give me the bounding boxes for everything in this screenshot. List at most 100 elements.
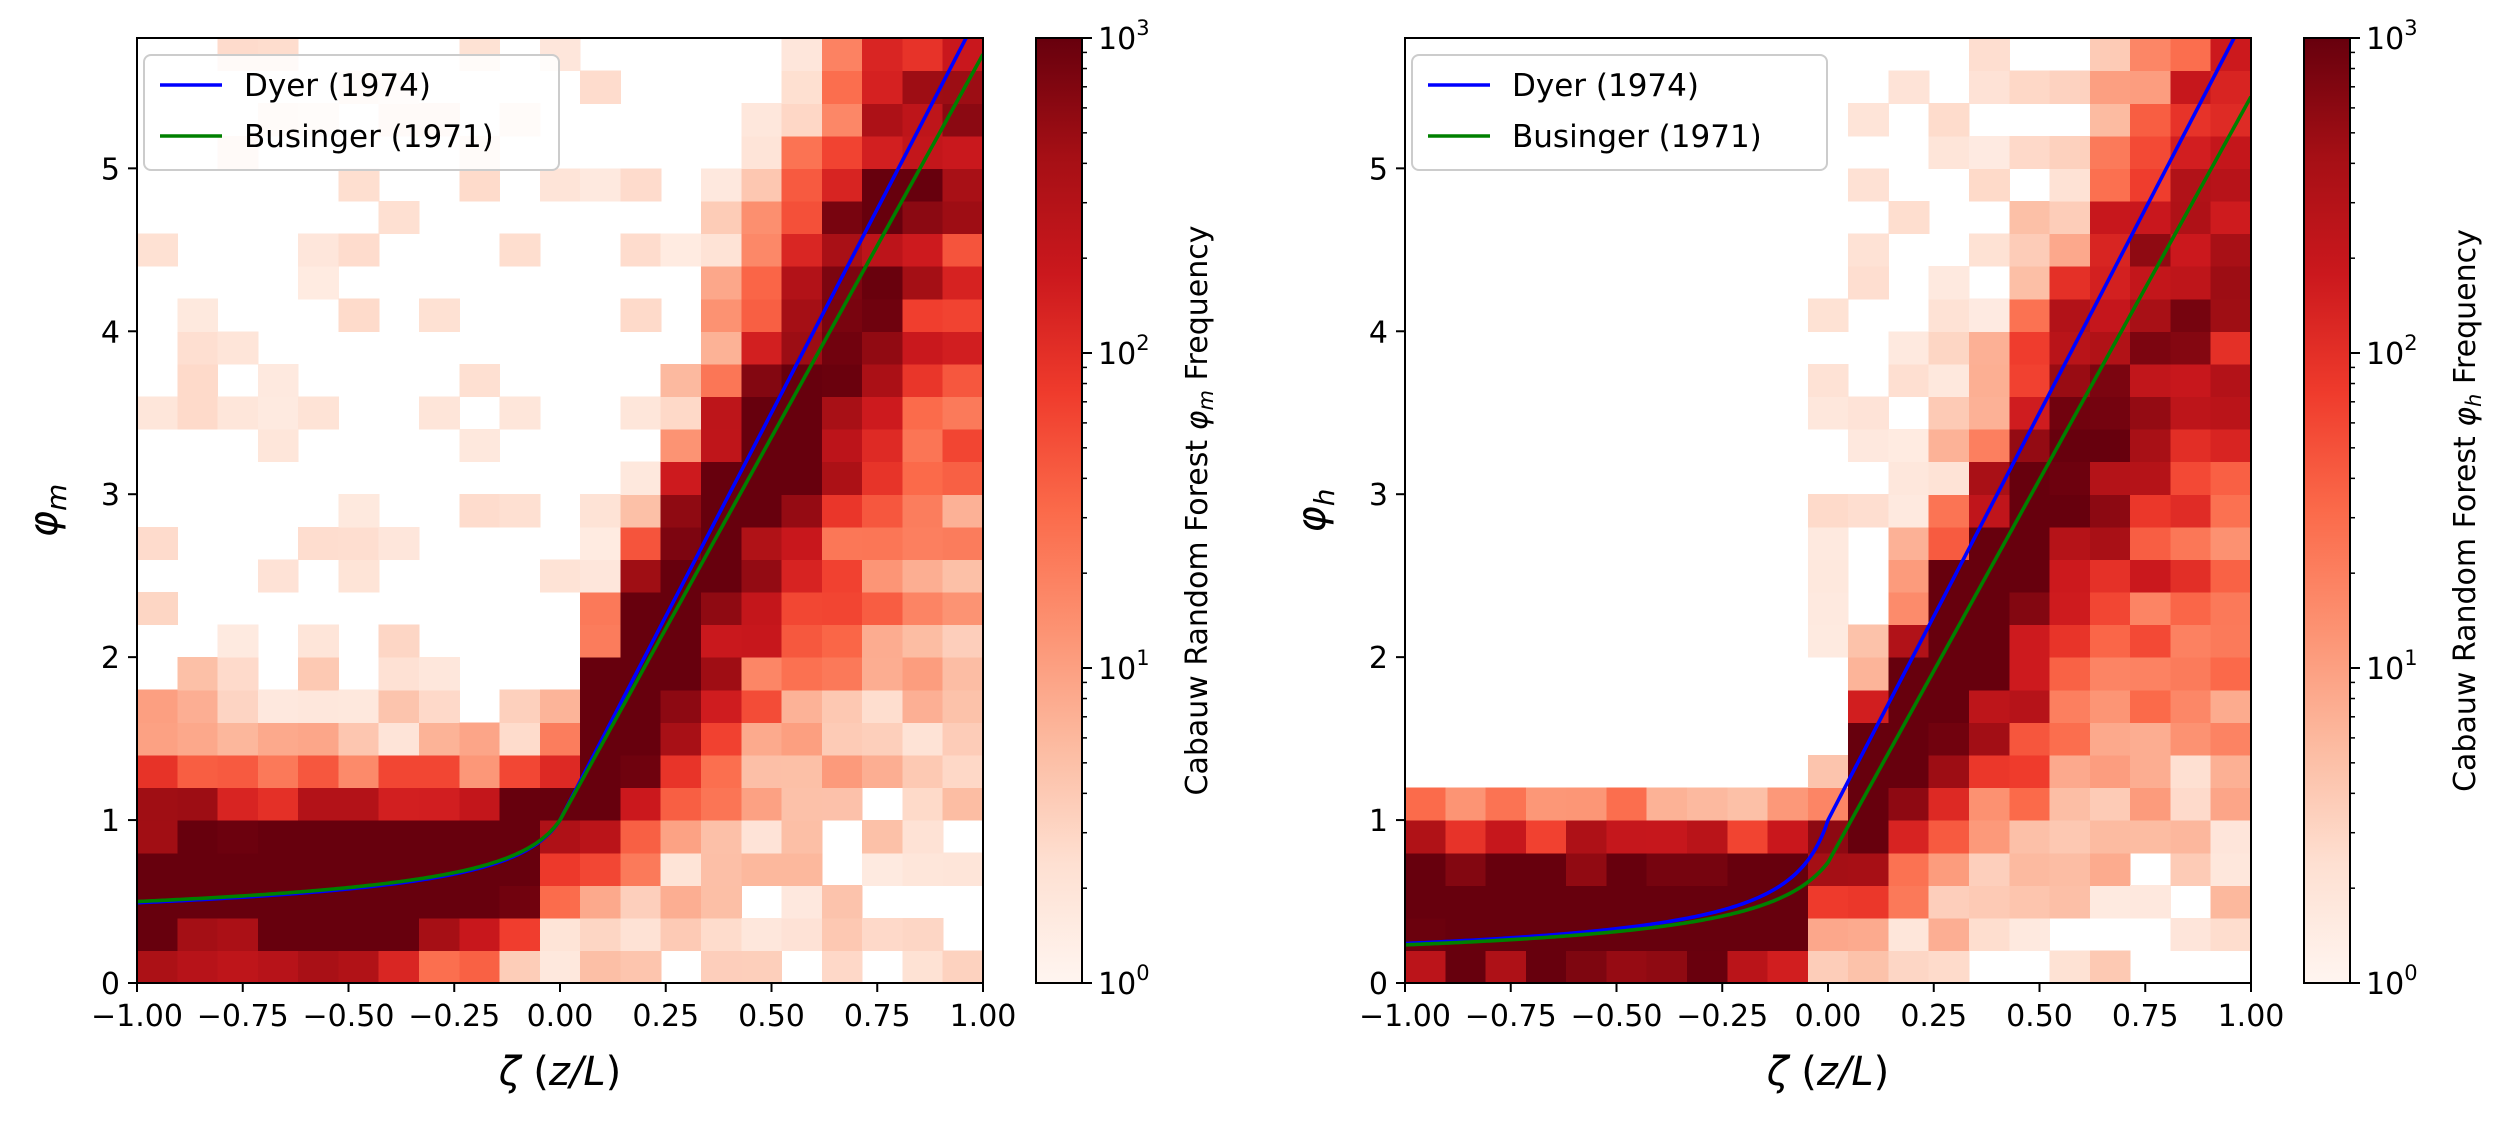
- heatmap-cell: [1928, 266, 1970, 300]
- x-axis-label: ζ (z/L): [1766, 1049, 1889, 1095]
- heatmap-cell: [177, 657, 219, 691]
- heatmap-cell: [2049, 820, 2091, 854]
- heatmap-cell: [338, 689, 380, 723]
- heatmap-cell: [2009, 266, 2051, 300]
- heatmap-cell: [1687, 820, 1728, 854]
- heatmap-cell: [902, 168, 944, 202]
- heatmap-cell: [137, 722, 178, 756]
- heatmap-cell: [539, 885, 581, 919]
- heatmap-cell: [620, 559, 662, 593]
- heatmap-cell: [2210, 200, 2251, 235]
- heatmap-cell: [2089, 429, 2131, 463]
- heatmap-cell: [338, 526, 380, 560]
- heatmap-cell: [1807, 494, 1849, 528]
- heatmap-cell: [1888, 591, 1930, 626]
- heatmap-cell: [1928, 657, 1970, 691]
- y-axis-label: φm: [21, 484, 73, 538]
- heatmap-cell: [2130, 363, 2172, 398]
- heatmap-cell: [419, 754, 460, 789]
- heatmap-cell: [741, 754, 783, 789]
- colorbar: [2303, 37, 2351, 984]
- heatmap-cell: [419, 689, 460, 723]
- x-tick-label: 0.00: [527, 999, 594, 1034]
- heatmap-cell: [580, 591, 622, 626]
- heatmap-cell: [942, 852, 983, 886]
- heatmap-cell: [1727, 787, 1769, 821]
- heatmap-cell: [741, 787, 783, 821]
- heatmap-cell: [1928, 820, 1970, 854]
- heatmap-cell: [499, 754, 541, 789]
- heatmap-cell: [942, 461, 983, 495]
- heatmap-cell: [257, 852, 299, 886]
- heatmap-cell: [821, 591, 863, 626]
- heatmap-cell: [1888, 624, 1930, 658]
- y-tick-label: 3: [101, 478, 120, 513]
- heatmap-cell: [2049, 168, 2091, 202]
- heatmap-cell: [217, 820, 259, 854]
- heatmap-cell: [862, 396, 904, 430]
- heatmap-cell: [741, 494, 783, 528]
- heatmap-cell: [942, 266, 983, 300]
- heatmap-cell: [1606, 885, 1648, 919]
- heatmap-cell: [338, 950, 380, 983]
- series-line-businger: [1405, 95, 2251, 947]
- x-tick-label: −0.50: [1571, 999, 1663, 1034]
- heatmap-cell: [1525, 885, 1567, 919]
- heatmap-cell: [2130, 266, 2172, 300]
- heatmap-cell: [2210, 266, 2251, 300]
- heatmap-cell: [1888, 917, 1930, 952]
- heatmap-cell: [378, 820, 420, 854]
- heatmap-cell: [902, 657, 944, 691]
- heatmap-cell: [217, 852, 259, 886]
- heatmap-cell: [942, 331, 983, 365]
- heatmap-cell: [620, 298, 662, 332]
- heatmap-cell: [1848, 624, 1890, 658]
- heatmap-cell: [2009, 820, 2051, 854]
- heatmap-cell: [1888, 70, 1930, 104]
- heatmap-cell: [1928, 429, 1970, 463]
- heatmap-cell: [620, 917, 662, 952]
- heatmap-cell: [1606, 852, 1648, 886]
- heatmap-cell: [701, 461, 742, 495]
- heatmap-cell: [902, 754, 944, 789]
- heatmap-cell: [378, 754, 420, 789]
- heatmap-cell: [902, 852, 944, 886]
- y-tick-label: 3: [1369, 478, 1388, 513]
- heatmap-cell: [620, 233, 662, 267]
- heatmap-cell: [1727, 950, 1769, 983]
- heatmap-cell: [1807, 950, 1849, 983]
- heatmap-cell: [1405, 885, 1446, 919]
- heatmap-cell: [701, 657, 742, 691]
- heatmap-cell: [1848, 168, 1890, 202]
- heatmap-cell: [2170, 233, 2212, 267]
- heatmap-cell: [1445, 787, 1487, 821]
- heatmap-cell: [781, 917, 823, 952]
- heatmap-cell: [2009, 559, 2051, 593]
- heatmap-cell: [257, 559, 299, 593]
- heatmap-cell: [298, 787, 340, 821]
- legend-label: Businger (1971): [1512, 119, 1762, 155]
- heatmap-cell: [1485, 950, 1527, 983]
- colorbar-tick-label: 101: [1098, 646, 1150, 687]
- heatmap-cell: [862, 70, 904, 104]
- heatmap-cell: [1888, 331, 1930, 365]
- heatmap-cell: [378, 787, 420, 821]
- heatmap-cell: [257, 689, 299, 723]
- heatmap-cell: [660, 363, 702, 398]
- heatmap-cell: [459, 429, 501, 463]
- heatmap-cell: [821, 200, 863, 235]
- heatmap-cell: [539, 168, 581, 202]
- heatmap-cell: [701, 852, 742, 886]
- heatmap-cell: [1807, 363, 1849, 398]
- heatmap-cell: [1405, 852, 1446, 886]
- heatmap-cell: [1848, 103, 1890, 137]
- heatmap-cell: [1969, 657, 2010, 691]
- heatmap-cell: [1687, 950, 1728, 983]
- heatmap-cell: [741, 591, 783, 626]
- heatmap-cell: [862, 135, 904, 169]
- heatmap-cell: [137, 233, 178, 267]
- heatmap-cell: [378, 950, 420, 983]
- x-tick-label: 1.00: [2218, 999, 2285, 1034]
- heatmap-cell: [942, 689, 983, 723]
